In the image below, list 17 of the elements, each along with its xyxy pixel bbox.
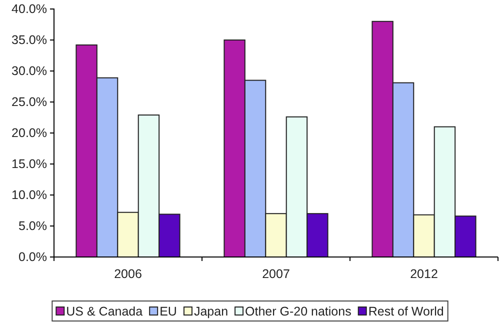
y-tick-label: 35.0% xyxy=(12,33,47,47)
legend-label: Japan xyxy=(194,304,228,318)
legend-label: Rest of World xyxy=(368,304,444,318)
y-tick-label: 20.0% xyxy=(12,126,47,140)
y-tick-label: 15.0% xyxy=(12,157,47,171)
y-tick-label: 40.0% xyxy=(12,2,47,16)
y-tick-label: 30.0% xyxy=(12,64,47,78)
x-tick-label: 2007 xyxy=(262,266,290,281)
legend-label: US & Canada xyxy=(66,304,143,318)
x-tick-label: 2006 xyxy=(114,266,142,281)
y-tick-label: 10.0% xyxy=(12,188,47,202)
y-tick-label: 25.0% xyxy=(12,95,47,109)
y-tick-label: 5.0% xyxy=(18,219,47,233)
y-tick-label: 0.0% xyxy=(18,250,47,264)
legend-label: EU xyxy=(160,304,177,318)
legend-label: Other G-20 nations xyxy=(245,304,352,318)
x-tick-label: 2012 xyxy=(410,266,438,281)
